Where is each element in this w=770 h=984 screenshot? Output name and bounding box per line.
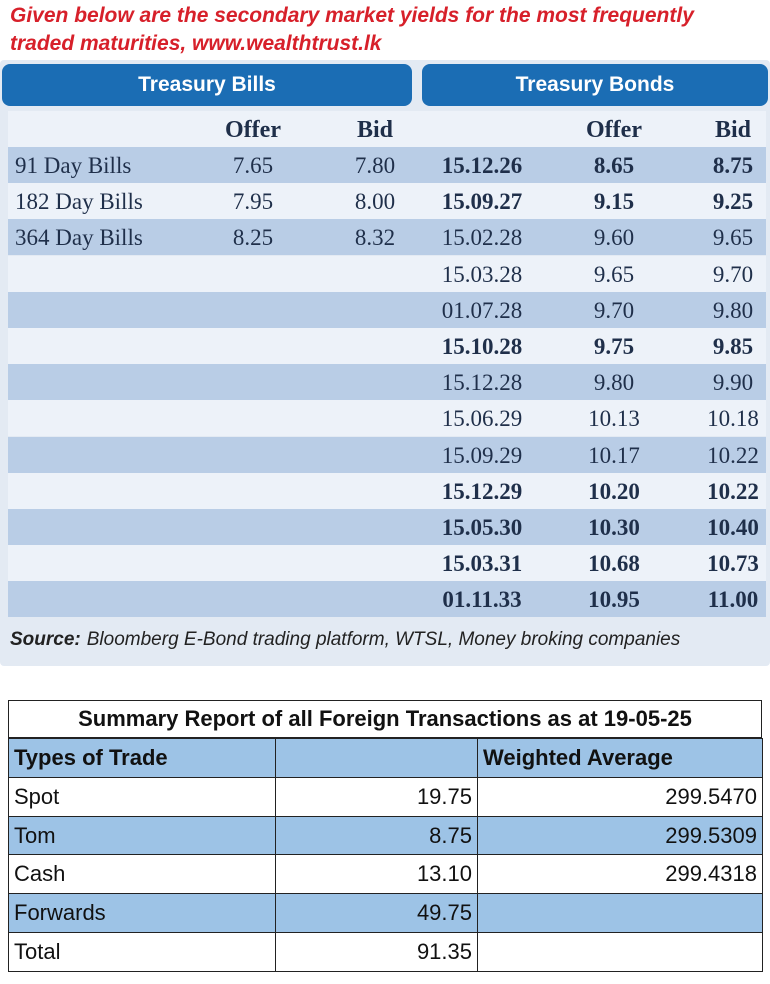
weighted-average bbox=[477, 893, 763, 933]
bill-name: 182 Day Bills bbox=[15, 189, 143, 215]
bond-maturity: 15.06.29 bbox=[441, 406, 523, 432]
source-label: Source: bbox=[10, 629, 81, 650]
trade-amount: 49.75 bbox=[275, 893, 478, 933]
weighted-average bbox=[477, 932, 763, 972]
bond-bid: 11.00 bbox=[707, 587, 759, 613]
bond-bid: 10.22 bbox=[707, 442, 759, 468]
trade-type: Spot bbox=[8, 776, 276, 817]
trade-amount: 8.75 bbox=[275, 815, 478, 856]
bond-maturity: 15.05.30 bbox=[441, 515, 523, 540]
bond-maturity: 15.02.28 bbox=[441, 225, 523, 251]
header-cell bbox=[275, 738, 478, 778]
column-header: Bid bbox=[714, 116, 752, 143]
bond-maturity: 15.03.31 bbox=[441, 551, 523, 577]
row-band bbox=[8, 472, 766, 509]
bond-maturity: 01.07.28 bbox=[441, 297, 523, 323]
trade-amount: 19.75 bbox=[275, 776, 478, 817]
trade-amount: 13.10 bbox=[275, 854, 478, 895]
bond-offer: 10.30 bbox=[588, 515, 640, 540]
bonds-header: Treasury Bonds bbox=[422, 64, 768, 106]
bond-bid: 10.40 bbox=[707, 515, 759, 540]
bond-offer: 10.20 bbox=[588, 478, 640, 504]
bond-offer: 10.68 bbox=[588, 551, 640, 577]
trade-type: Cash bbox=[8, 854, 276, 895]
bond-bid: 9.90 bbox=[712, 370, 754, 396]
weighted-average: 299.5470 bbox=[477, 776, 763, 817]
bond-bid: 9.25 bbox=[712, 189, 754, 215]
bond-maturity: 15.12.26 bbox=[441, 153, 523, 178]
bond-maturity: 15.03.28 bbox=[441, 261, 523, 287]
bond-maturity: 15.12.28 bbox=[441, 370, 523, 396]
bond-bid: 10.73 bbox=[707, 551, 759, 577]
bill-bid: 7.80 bbox=[354, 153, 396, 178]
trade-type: Forwards bbox=[8, 893, 276, 933]
row-band bbox=[8, 183, 766, 220]
header-cell: Weighted Average bbox=[477, 738, 763, 778]
bond-bid: 8.75 bbox=[712, 153, 754, 178]
row-band bbox=[8, 364, 766, 401]
bill-bid: 8.32 bbox=[354, 225, 396, 251]
intro-text: Given below are the secondary market yie… bbox=[10, 4, 694, 55]
bond-offer: 9.65 bbox=[593, 261, 635, 287]
bond-bid: 10.22 bbox=[707, 478, 759, 504]
weighted-average: 299.5309 bbox=[477, 815, 763, 856]
bond-offer: 9.75 bbox=[593, 334, 635, 359]
bond-maturity: 15.09.29 bbox=[441, 442, 523, 468]
bond-offer: 9.15 bbox=[593, 189, 635, 215]
trade-type: Total bbox=[8, 932, 276, 972]
bond-bid: 9.70 bbox=[712, 261, 754, 287]
bill-offer: 7.95 bbox=[232, 189, 274, 215]
column-header: Bid bbox=[356, 116, 394, 143]
bond-offer: 9.70 bbox=[593, 297, 635, 323]
bond-maturity: 01.11.33 bbox=[442, 587, 522, 613]
bond-maturity: 15.09.27 bbox=[441, 189, 523, 215]
source-text: Bloomberg E-Bond trading platform, WTSL,… bbox=[86, 629, 681, 650]
row-band bbox=[8, 545, 766, 582]
header-band bbox=[8, 110, 766, 147]
bond-maturity: 15.10.28 bbox=[441, 334, 523, 359]
bond-bid: 9.65 bbox=[712, 225, 754, 251]
header-cell: Types of Trade bbox=[8, 738, 276, 778]
row-band bbox=[8, 581, 766, 618]
column-header: Offer bbox=[586, 116, 642, 143]
column-header: Offer bbox=[225, 116, 281, 143]
bond-offer: 10.13 bbox=[588, 406, 640, 432]
bond-bid: 9.85 bbox=[712, 334, 754, 359]
row-band bbox=[8, 328, 766, 364]
bill-offer: 7.65 bbox=[232, 153, 274, 178]
row-band bbox=[8, 436, 766, 473]
bond-bid: 10.18 bbox=[707, 406, 759, 432]
bond-maturity: 15.12.29 bbox=[441, 478, 523, 504]
summary-title: Summary Report of all Foreign Transactio… bbox=[8, 700, 762, 738]
weighted-average: 299.4318 bbox=[477, 854, 763, 895]
row-band bbox=[8, 255, 766, 292]
bills-header: Treasury Bills bbox=[2, 64, 412, 106]
row-band bbox=[8, 291, 766, 328]
bill-bid: 8.00 bbox=[354, 189, 396, 215]
row-band bbox=[8, 400, 766, 437]
row-band bbox=[8, 219, 766, 256]
row-band bbox=[8, 147, 766, 183]
bond-bid: 9.80 bbox=[712, 297, 754, 323]
trade-type: Tom bbox=[8, 815, 276, 856]
bill-name: 91 Day Bills bbox=[15, 153, 132, 178]
row-band bbox=[8, 509, 766, 545]
bond-offer: 10.17 bbox=[588, 442, 640, 468]
summary-table: Summary Report of all Foreign Transactio… bbox=[8, 700, 763, 972]
bond-offer: 9.60 bbox=[593, 225, 635, 251]
bond-offer: 10.95 bbox=[588, 587, 640, 613]
bond-offer: 9.80 bbox=[593, 370, 635, 396]
bill-offer: 8.25 bbox=[232, 225, 274, 251]
bond-offer: 8.65 bbox=[593, 153, 635, 178]
trade-amount: 91.35 bbox=[275, 932, 478, 972]
bill-name: 364 Day Bills bbox=[15, 225, 143, 251]
source-note: Source: Bloomberg E-Bond trading platform… bbox=[10, 624, 680, 656]
